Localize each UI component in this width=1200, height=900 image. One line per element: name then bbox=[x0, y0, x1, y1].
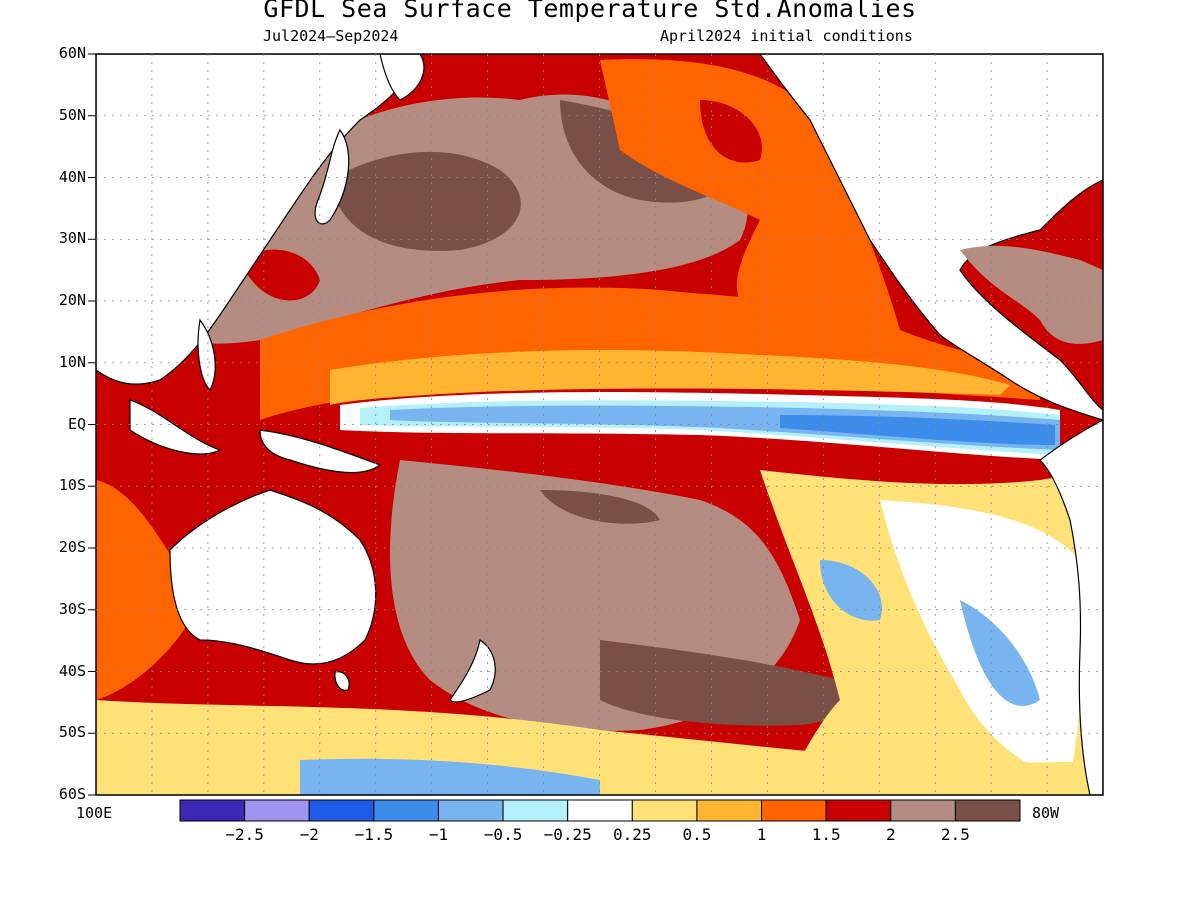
colorbar-swatch bbox=[308, 799, 375, 822]
colorbar-swatch bbox=[954, 799, 1021, 822]
colorbar-swatch bbox=[502, 799, 569, 822]
colorbar-label: 0.5 bbox=[682, 825, 711, 844]
anomaly-cold-tongue bbox=[390, 405, 1060, 450]
colorbar-label: 0.25 bbox=[613, 825, 652, 844]
initial-conditions: April2024 initial conditions bbox=[660, 27, 913, 45]
anomaly-se-cool-2 bbox=[820, 560, 882, 621]
colorbar-swatch bbox=[179, 799, 246, 822]
colorbar-label: −0.5 bbox=[484, 825, 523, 844]
land-south-america bbox=[1039, 419, 1103, 795]
anomaly-s-core-2 bbox=[540, 490, 660, 524]
lat-label: EQ bbox=[67, 414, 86, 433]
land-australia bbox=[169, 489, 377, 665]
colorbar-label: −1 bbox=[429, 825, 448, 844]
anomaly-red-blob bbox=[240, 249, 320, 301]
map-title: GFDL Sea Surface Temperature Std.Anomali… bbox=[263, 0, 917, 23]
colorbar-label: −1.5 bbox=[355, 825, 394, 844]
land-kamchatka bbox=[379, 54, 425, 101]
land-north-america bbox=[759, 54, 1103, 421]
colorbar-label: −2.5 bbox=[225, 825, 264, 844]
anomaly-caribbean bbox=[960, 245, 1103, 344]
land-new-zealand bbox=[449, 639, 496, 703]
colorbar-swatch bbox=[890, 799, 956, 822]
lat-label: 40S bbox=[58, 661, 86, 680]
lat-label: 50N bbox=[58, 105, 86, 124]
lat-label: 50S bbox=[58, 723, 86, 742]
lat-label: 20S bbox=[58, 538, 86, 556]
lat-label: 60N bbox=[58, 44, 86, 62]
lon-label-right: 80W bbox=[1032, 804, 1060, 822]
lat-label: 60S bbox=[58, 785, 86, 803]
lat-label: 30N bbox=[58, 229, 86, 248]
anomaly-ne-red bbox=[700, 100, 762, 163]
lat-label: 10N bbox=[58, 352, 86, 371]
colorbar-label: 1 bbox=[757, 825, 767, 844]
land-philippines bbox=[197, 318, 216, 392]
colorbar-swatch bbox=[437, 799, 504, 822]
anomaly-field bbox=[96, 54, 1103, 795]
colorbar-swatch bbox=[825, 799, 892, 822]
anomaly-cold-core bbox=[780, 415, 1055, 445]
anomaly-s-core bbox=[600, 640, 855, 726]
colorbar: −2.5 −2 −1.5 −1 −0.5 −0.25 0.25 0.5 1 1.5 2 2.5 bbox=[179, 799, 1021, 844]
colorbar-swatch bbox=[696, 799, 763, 822]
land-borneo bbox=[129, 399, 222, 455]
lat-label: 30S bbox=[58, 599, 86, 618]
lat-label: 40N bbox=[58, 167, 86, 186]
colorbar-label: 1.5 bbox=[812, 825, 841, 844]
anomaly-nw-core bbox=[330, 151, 521, 251]
anomaly-ne-pacific bbox=[600, 59, 900, 341]
anomaly-se-cool bbox=[960, 600, 1040, 706]
lat-label: 20N bbox=[58, 291, 86, 309]
colorbar-swatch bbox=[373, 799, 439, 822]
lat-label: 10S bbox=[58, 476, 86, 495]
land-new-guinea bbox=[259, 429, 382, 474]
colorbar-label: −2 bbox=[300, 825, 319, 844]
forecast-period: Jul2024–Sep2024 bbox=[263, 27, 399, 45]
colorbar-label: −0.25 bbox=[544, 825, 592, 844]
anomaly-light-orange bbox=[330, 350, 1010, 405]
anomaly-indian-ocean bbox=[96, 480, 200, 700]
colorbar-swatch bbox=[567, 799, 633, 822]
colorbar-swatch bbox=[761, 799, 827, 822]
colorbar-swatch bbox=[244, 799, 310, 822]
colorbar-swatch bbox=[631, 799, 698, 822]
lon-label-left: 100E bbox=[76, 804, 113, 822]
colorbar-label: 2.5 bbox=[941, 825, 970, 844]
land-tasmania bbox=[334, 671, 350, 691]
anomaly-southern-cool bbox=[300, 758, 600, 795]
graticule bbox=[88, 53, 1103, 796]
colorbar-label: 2 bbox=[886, 825, 896, 844]
